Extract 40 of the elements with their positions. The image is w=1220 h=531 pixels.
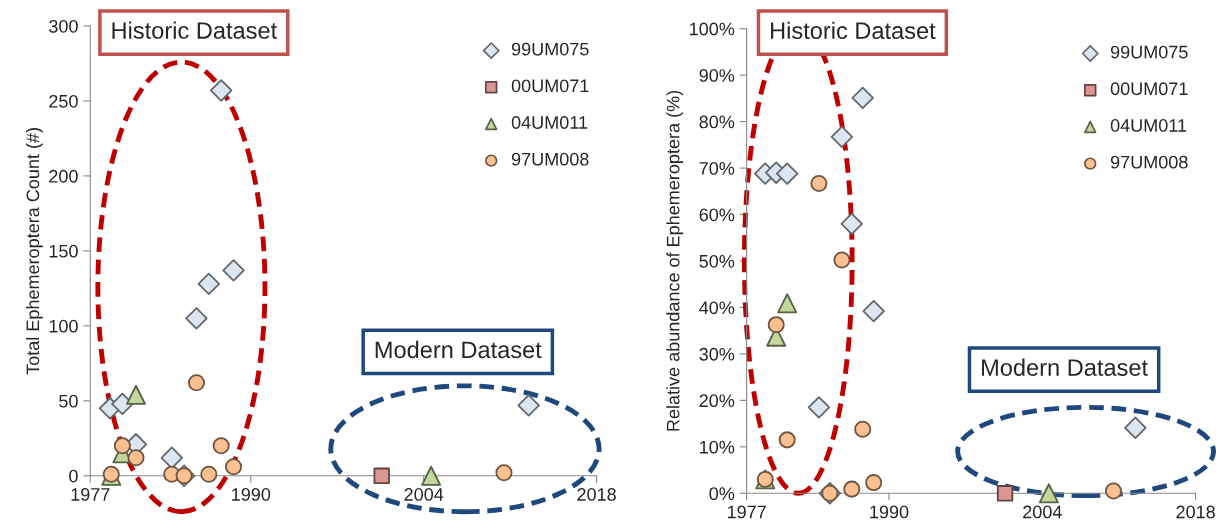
y-tick-label: 100% (690, 22, 735, 36)
legend-label: 00UM071 (1110, 82, 1188, 96)
legend-label: 99UM075 (1110, 45, 1188, 59)
y-tick-label: 90% (699, 69, 735, 82)
y-tick-label: 300 (49, 19, 78, 33)
x-tick-label: 1990 (232, 488, 271, 501)
legend-label: 97UM008 (511, 152, 589, 166)
x-tick-label: 2004 (1023, 505, 1062, 519)
x-tick-label: 1977 (71, 488, 110, 501)
legend-label: 04UM011 (1110, 119, 1187, 132)
legend-label: 04UM011 (511, 116, 588, 129)
y-tick-label: 80% (699, 115, 735, 129)
annotation: Historic Dataset (771, 21, 936, 40)
x-tick-label: 1977 (727, 505, 766, 519)
x-tick-label: 2018 (1176, 505, 1215, 519)
y-tick-label: 0 (69, 469, 78, 483)
y-tick-label: 20% (699, 394, 735, 408)
x-tick-label: 1990 (870, 505, 909, 519)
y-tick-label: 60% (699, 208, 735, 222)
legend-label: 00UM071 (511, 79, 589, 93)
y-axis-title: Relative abundance of Ephemeroptera (%) (666, 90, 684, 431)
x-tick-label: 2004 (404, 488, 444, 501)
y-tick-label: 10% (700, 440, 735, 454)
y-tick-label: 0% (709, 487, 735, 501)
y-tick-label: 100 (49, 319, 78, 333)
annotation: Modern Dataset (982, 358, 1148, 376)
annotation: Historic Dataset (112, 21, 277, 39)
y-tick-label: 40% (699, 301, 735, 315)
y-tick-label: 200 (49, 169, 78, 183)
y-tick-label: 50% (699, 254, 735, 268)
y-tick-label: 150 (49, 244, 78, 258)
y-tick-label: 70% (699, 162, 735, 175)
legend-label: 97UM008 (1110, 155, 1188, 169)
y-tick-label: 50 (59, 394, 78, 408)
annotation: Modern Dataset (375, 340, 542, 359)
legend-label: 99UM075 (511, 42, 589, 56)
y-tick-label: 30% (699, 347, 735, 361)
y-axis-title: Total Ephemeroptera Count (#) (25, 128, 43, 375)
y-tick-label: 250 (49, 94, 78, 108)
x-tick-label: 2018 (577, 488, 616, 501)
